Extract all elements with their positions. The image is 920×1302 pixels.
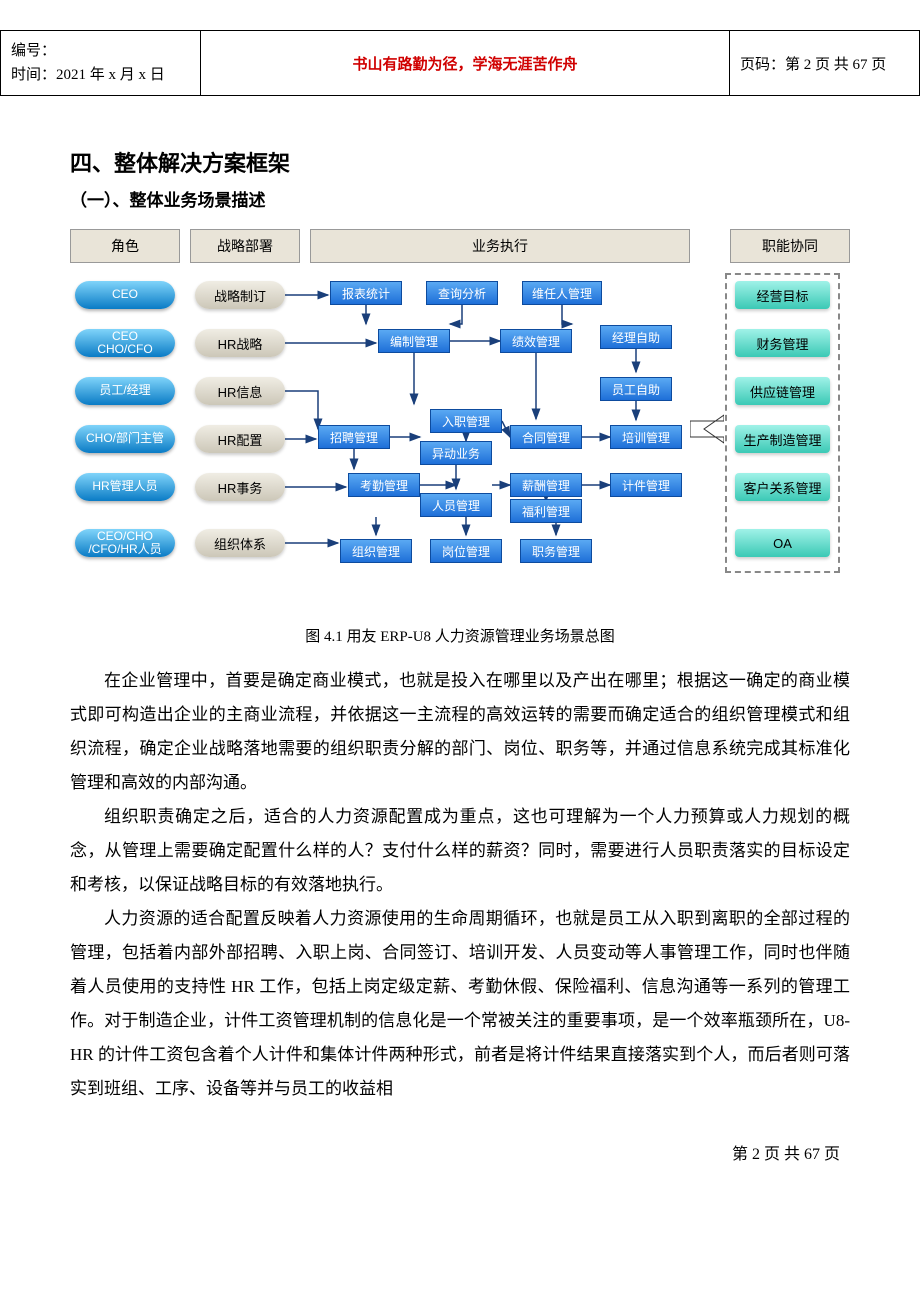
column-header: 业务执行 bbox=[310, 229, 690, 263]
function-pill: 客户关系管理 bbox=[735, 473, 830, 501]
function-pill: 经营目标 bbox=[735, 281, 830, 309]
big-arrow-icon bbox=[690, 409, 724, 449]
paragraph-3: 人力资源的适合配置反映着人力资源使用的生命周期循环，也就是员工从入职到离职的全部… bbox=[70, 902, 850, 1106]
role-pill: 员工/经理 bbox=[75, 377, 175, 405]
header-left: 编号： 时间：2021 年 x 月 x 日 bbox=[1, 31, 201, 96]
business-scenario-diagram: 角色战略部署业务执行 职能协同 CEO CEOCHO/CFO 员工/经理 CHO/部门主管… bbox=[70, 229, 850, 609]
page: 编号： 时间：2021 年 x 月 x 日 书山有路勤为径，学海无涯苦作舟 页码… bbox=[0, 30, 920, 1204]
role-pill: HR管理人员 bbox=[75, 473, 175, 501]
biz-box: 合同管理 bbox=[510, 425, 582, 449]
column-header: 角色 bbox=[70, 229, 180, 263]
diagram-wrap: 角色战略部署业务执行 职能协同 CEO CEOCHO/CFO 员工/经理 CHO/部门主管… bbox=[70, 229, 850, 646]
function-pill: 财务管理 bbox=[735, 329, 830, 357]
role-pill: CEO bbox=[75, 281, 175, 309]
column-header: 战略部署 bbox=[190, 229, 300, 263]
biz-box: 招聘管理 bbox=[318, 425, 390, 449]
section-title: 四、整体解决方案框架 bbox=[70, 146, 850, 178]
biz-box: 入职管理 bbox=[430, 409, 502, 433]
role-pill: CEO/CHO/CFO/HR人员 bbox=[75, 529, 175, 557]
diagram-caption: 图 4.1 用友 ERP-U8 人力资源管理业务场景总图 bbox=[70, 625, 850, 646]
role-pill: CEOCHO/CFO bbox=[75, 329, 175, 357]
paragraph-2: 组织职责确定之后，适合的人力资源配置成为重点，这也可理解为一个人力预算或人力规划… bbox=[70, 800, 850, 902]
deployment-pill: HR战略 bbox=[195, 329, 285, 357]
biz-box: 计件管理 bbox=[610, 473, 682, 497]
biz-box: 培训管理 bbox=[610, 425, 682, 449]
deployment-pill: HR信息 bbox=[195, 377, 285, 405]
deployment-pill: HR配置 bbox=[195, 425, 285, 453]
function-pill: OA bbox=[735, 529, 830, 557]
biz-box: 组织管理 bbox=[340, 539, 412, 563]
biz-box: 福利管理 bbox=[510, 499, 582, 523]
biz-box: 职务管理 bbox=[520, 539, 592, 563]
function-group-border bbox=[725, 273, 840, 573]
content: 四、整体解决方案框架 （一）、整体业务场景描述 角色战略部署业务执行 职能协同 CE… bbox=[0, 96, 920, 1106]
header-motto: 书山有路勤为径，学海无涯苦作舟 bbox=[201, 31, 730, 96]
function-pill: 供应链管理 bbox=[735, 377, 830, 405]
deployment-pill: HR事务 bbox=[195, 473, 285, 501]
biz-box: 考勤管理 bbox=[348, 473, 420, 497]
header-page: 页码：第 2 页 共 67 页 bbox=[730, 31, 920, 96]
biz-box: 岗位管理 bbox=[430, 539, 502, 563]
biz-box: 异动业务 bbox=[420, 441, 492, 465]
biz-box: 查询分析 bbox=[426, 281, 498, 305]
biz-box: 人员管理 bbox=[420, 493, 492, 517]
section-subtitle: （一）、整体业务场景描述 bbox=[70, 186, 850, 211]
deployment-pill: 组织体系 bbox=[195, 529, 285, 557]
biz-box: 维任人管理 bbox=[522, 281, 602, 305]
biz-box: 员工自助 bbox=[600, 377, 672, 401]
doc-date: 时间：2021 年 x 月 x 日 bbox=[11, 63, 190, 87]
biz-box: 经理自助 bbox=[600, 325, 672, 349]
biz-box: 编制管理 bbox=[378, 329, 450, 353]
page-footer: 第 2 页 共 67 页 bbox=[0, 1140, 920, 1164]
function-pill: 生产制造管理 bbox=[735, 425, 830, 453]
role-pill: CHO/部门主管 bbox=[75, 425, 175, 453]
biz-box: 报表统计 bbox=[330, 281, 402, 305]
deployment-pill: 战略制订 bbox=[195, 281, 285, 309]
paragraph-1: 在企业管理中，首要是确定商业模式，也就是投入在哪里以及产出在哪里；根据这一确定的… bbox=[70, 664, 850, 800]
header-table: 编号： 时间：2021 年 x 月 x 日 书山有路勤为径，学海无涯苦作舟 页码… bbox=[0, 30, 920, 96]
column-header: 职能协同 bbox=[730, 229, 850, 263]
biz-box: 薪酬管理 bbox=[510, 473, 582, 497]
biz-box: 绩效管理 bbox=[500, 329, 572, 353]
doc-no: 编号： bbox=[11, 39, 190, 63]
